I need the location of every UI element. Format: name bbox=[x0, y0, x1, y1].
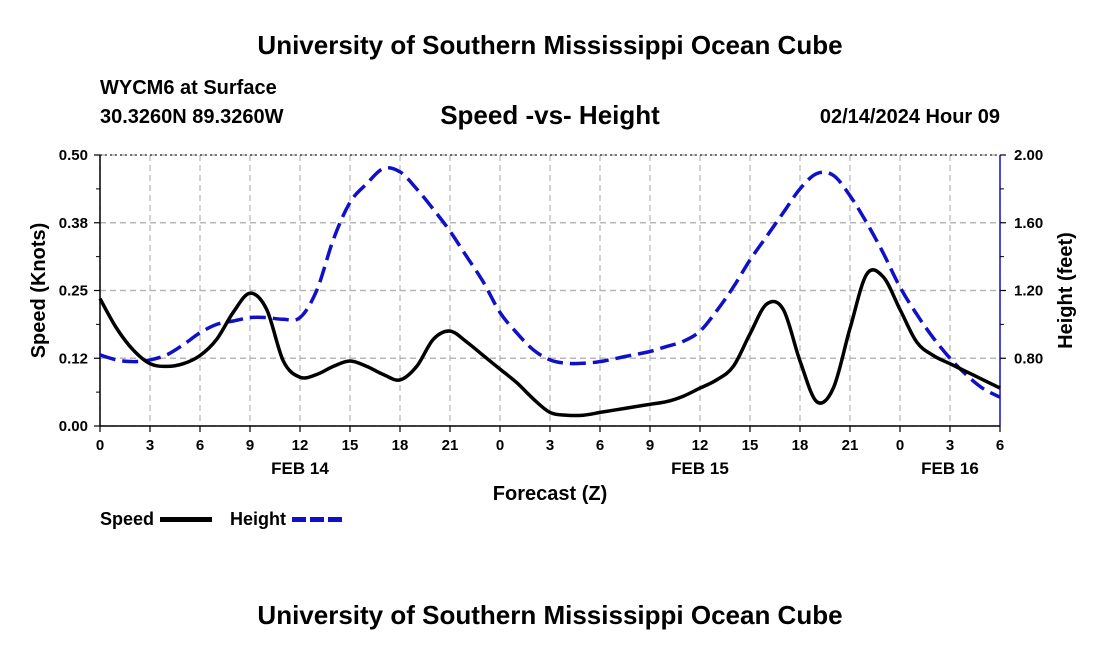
chart-title-bottom: University of Southern Mississippi Ocean… bbox=[257, 600, 843, 630]
day-label: FEB 14 bbox=[271, 459, 329, 478]
x-tick-label: 3 bbox=[146, 437, 154, 454]
y-axis-left-label: Speed (Knots) bbox=[28, 223, 50, 359]
y-left-tick-label: 0.25 bbox=[59, 283, 88, 300]
y-axis-right-label: Height (feet) bbox=[1055, 232, 1077, 349]
x-tick-label: 6 bbox=[196, 437, 204, 454]
x-tick-label: 6 bbox=[596, 437, 604, 454]
x-tick-label: 0 bbox=[496, 437, 504, 454]
legend-height-swatch bbox=[292, 517, 342, 522]
datetime-label: 02/14/2024 Hour 09 bbox=[819, 106, 1000, 128]
x-tick-label: 6 bbox=[996, 437, 1004, 454]
x-tick-label: 21 bbox=[442, 437, 459, 454]
y-right-tick-label: 1.20 bbox=[1014, 283, 1043, 300]
y-right-tick-label: 0.80 bbox=[1014, 350, 1043, 367]
x-axis-label: Forecast (Z) bbox=[493, 483, 607, 505]
y-left-tick-label: 0.38 bbox=[59, 215, 88, 232]
y-right-tick-label: 2.00 bbox=[1014, 147, 1043, 164]
x-tick-label: 9 bbox=[646, 437, 654, 454]
x-tick-label: 12 bbox=[292, 437, 309, 454]
x-tick-label: 12 bbox=[692, 437, 709, 454]
legend-speed-label: Speed bbox=[100, 509, 155, 529]
x-tick-label: 18 bbox=[392, 437, 409, 454]
legend-height-label: Height bbox=[230, 509, 286, 529]
chart-title-top: University of Southern Mississippi Ocean… bbox=[257, 30, 843, 60]
y-left-tick-label: 0.50 bbox=[59, 147, 88, 164]
y-right-tick-label: 1.60 bbox=[1014, 215, 1043, 232]
x-tick-label: 3 bbox=[946, 437, 954, 454]
location-label: 30.3260N 89.3260W bbox=[100, 106, 284, 128]
chart-subtitle: Speed -vs- Height bbox=[440, 100, 660, 130]
x-tick-label: 18 bbox=[792, 437, 809, 454]
y-left-tick-label: 0.00 bbox=[59, 418, 88, 435]
y-left-tick-label: 0.12 bbox=[59, 350, 88, 367]
legend-speed-swatch bbox=[160, 517, 212, 522]
series-speed-line bbox=[98, 268, 1001, 418]
station-label: WYCM6 at Surface bbox=[100, 77, 277, 99]
x-tick-label: 0 bbox=[896, 437, 904, 454]
x-tick-label: 15 bbox=[342, 437, 359, 454]
day-label: FEB 16 bbox=[921, 459, 979, 478]
x-tick-label: 9 bbox=[246, 437, 254, 454]
x-tick-label: 3 bbox=[546, 437, 554, 454]
series-height-line bbox=[99, 166, 1001, 399]
x-tick-label: 0 bbox=[96, 437, 104, 454]
day-label: FEB 15 bbox=[671, 459, 729, 478]
x-tick-label: 21 bbox=[842, 437, 859, 454]
x-tick-label: 15 bbox=[742, 437, 759, 454]
